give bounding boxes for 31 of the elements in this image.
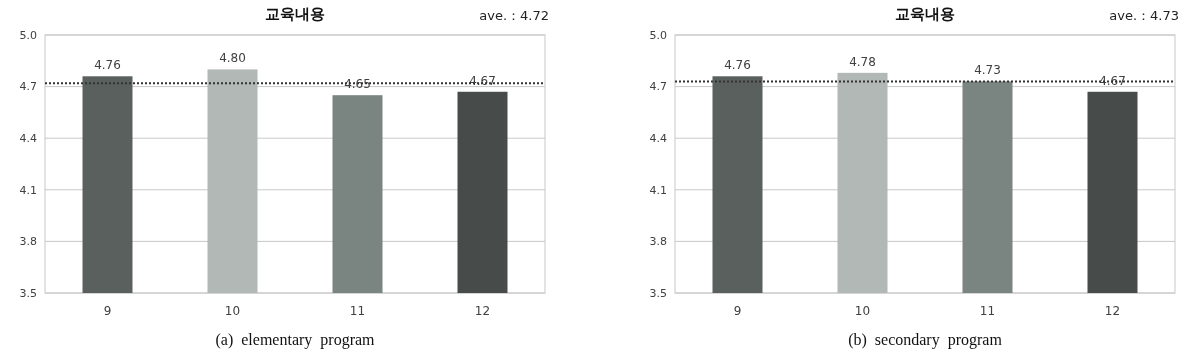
- data-label: 4.76: [724, 58, 751, 73]
- data-label: 4.78: [849, 54, 876, 69]
- x-tick-label: 10: [854, 304, 871, 318]
- x-tick-label: 12: [474, 304, 491, 318]
- y-tick-label: 4.4: [649, 132, 667, 146]
- y-tick-label: 4.7: [649, 80, 667, 94]
- x-tick-label: 9: [103, 304, 112, 318]
- y-tick-label: 4.1: [19, 183, 37, 197]
- y-tick-label: 3.8: [649, 235, 667, 249]
- x-tick-label: 11: [349, 304, 366, 318]
- data-label: 4.67: [469, 73, 496, 88]
- data-label: 4.76: [94, 58, 121, 73]
- y-tick-label: 4.1: [649, 183, 667, 197]
- y-tick-label: 3.8: [19, 235, 37, 249]
- x-tick-label: 10: [224, 304, 241, 318]
- text: (a) elementary program: [215, 331, 376, 349]
- text: (b) secondary program: [848, 331, 1003, 349]
- y-tick-label: 4.4: [19, 132, 37, 146]
- y-tick-label: 4.7: [19, 80, 37, 94]
- ref-line-label: ave.：4.73: [1109, 8, 1179, 23]
- chart-title: 교육내용: [895, 5, 955, 23]
- x-tick-label: 12: [1104, 304, 1121, 318]
- x-tick-label: 11: [979, 304, 996, 318]
- data-label: 4.73: [974, 63, 1001, 78]
- chart-title: 교육내용: [265, 5, 325, 23]
- data-label: 4.80: [219, 51, 246, 66]
- y-tick-label: 5.0: [19, 28, 37, 42]
- ref-line-label: ave.：4.72: [479, 8, 549, 23]
- y-tick-label: 5.0: [649, 28, 667, 42]
- x-tick-label: 9: [733, 304, 742, 318]
- y-tick-label: 3.5: [649, 286, 667, 300]
